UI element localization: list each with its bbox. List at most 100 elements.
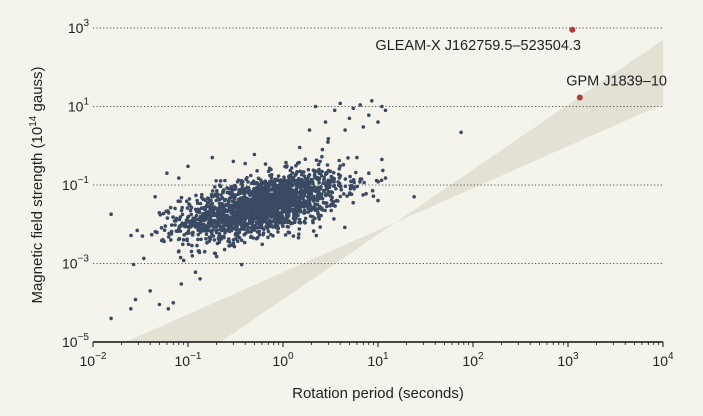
pulsar-point	[354, 170, 358, 175]
pulsar-point	[233, 185, 238, 189]
pulsar-point	[275, 219, 280, 224]
pulsar-point	[337, 158, 342, 163]
pulsar-point	[246, 215, 250, 220]
pulsar-point	[161, 211, 166, 216]
pulsar-point	[231, 238, 236, 242]
pulsar-point	[207, 223, 211, 227]
pulsar-point	[324, 193, 328, 197]
pulsar-point	[313, 175, 317, 180]
pulsar-point	[178, 215, 183, 219]
pulsar-point	[215, 195, 220, 199]
pulsar-point	[379, 178, 384, 183]
y-tick-label-4: 103	[68, 18, 90, 36]
pulsar-point	[276, 174, 281, 178]
pulsar-point	[187, 197, 192, 201]
pulsar-point	[314, 189, 318, 194]
pulsar-outlier-point	[166, 307, 171, 311]
highlight-label-1: GPM J1839–10	[566, 73, 667, 89]
pulsar-point	[236, 212, 240, 216]
pulsar-point	[297, 200, 302, 204]
pulsar-point	[204, 237, 208, 241]
pulsar-point	[247, 187, 251, 191]
pulsar-point	[296, 179, 301, 184]
pulsar-point	[163, 224, 168, 228]
pulsar-point	[294, 207, 299, 212]
pulsar-point	[237, 188, 241, 192]
pulsar-point	[256, 222, 261, 226]
highlight-label-0: GLEAM-X J162759.5–523504.3	[375, 38, 581, 54]
pulsar-point	[311, 197, 316, 202]
pulsar-point	[276, 187, 281, 192]
pulsar-outlier-point	[347, 116, 352, 121]
pulsar-point	[276, 230, 280, 234]
pulsar-point	[184, 199, 189, 204]
pulsar-point	[214, 198, 218, 203]
pulsar-point	[306, 206, 310, 210]
pulsar-point	[225, 215, 229, 220]
pulsar-point	[292, 216, 296, 220]
pulsar-point	[299, 172, 304, 177]
pulsar-outlier-point	[109, 316, 113, 321]
pulsar-point	[142, 256, 146, 261]
pulsar-outlier-point	[343, 128, 347, 132]
pulsar-point	[196, 232, 201, 237]
pulsar-outlier-point	[165, 171, 169, 175]
pulsar-outlier-point	[243, 161, 247, 166]
pulsar-point	[197, 208, 201, 212]
pulsar-point	[206, 210, 210, 215]
pulsar-point	[229, 222, 234, 226]
pulsar-point	[311, 194, 316, 199]
pulsar-point	[302, 170, 306, 174]
pulsar-point	[267, 166, 272, 171]
pulsar-point	[241, 213, 246, 218]
pulsar-outlier-point	[153, 195, 157, 199]
pulsar-point	[204, 232, 209, 237]
pulsar-outlier-point	[193, 270, 198, 275]
pulsar-point	[303, 216, 308, 221]
pulsar-point	[206, 204, 210, 209]
pulsar-outlier-point	[367, 171, 371, 175]
pulsar-point	[296, 176, 301, 181]
pulsar-point	[332, 217, 336, 221]
pulsar-outlier-point	[332, 108, 337, 113]
pulsar-point	[178, 199, 182, 204]
pulsar-point	[252, 214, 256, 218]
pulsar-point	[306, 194, 310, 199]
pulsar-point	[226, 219, 230, 223]
pulsar-outlier-point	[376, 198, 380, 203]
pulsar-point	[239, 238, 244, 243]
pulsar-point	[307, 179, 311, 184]
pulsar-point	[245, 229, 250, 233]
pulsar-point	[246, 210, 251, 215]
pulsar-point	[186, 218, 190, 223]
pulsar-point	[188, 203, 192, 207]
pulsar-point	[168, 205, 173, 210]
pulsar-point	[269, 179, 274, 183]
pulsar-point	[196, 217, 200, 222]
pulsar-point	[236, 234, 240, 238]
pulsar-point	[272, 219, 277, 224]
pulsar-point	[180, 205, 184, 210]
pulsar-point	[322, 178, 326, 182]
pulsar-outlier-point	[186, 164, 190, 169]
pulsar-point	[158, 212, 163, 217]
pulsar-point	[227, 243, 232, 248]
pulsar-point	[212, 218, 217, 223]
pulsar-point	[251, 196, 255, 200]
pulsar-point	[337, 167, 342, 171]
x-axis-label: Rotation period (seconds)	[292, 385, 464, 402]
pulsar-point	[282, 192, 286, 197]
pulsar-point	[289, 187, 293, 192]
pulsar-point	[210, 231, 214, 236]
pulsar-outlier-point	[297, 145, 302, 150]
pulsar-point	[220, 212, 225, 216]
pulsar-outlier-point	[326, 137, 331, 141]
pulsar-point	[259, 178, 263, 182]
pulsar-point	[257, 195, 262, 200]
pulsar-point	[176, 249, 181, 254]
pulsar-point	[236, 178, 241, 182]
pulsar-outlier-point	[214, 254, 219, 259]
pulsar-point	[179, 208, 184, 213]
pulsar-point	[322, 189, 326, 193]
pulsar-point	[269, 209, 273, 214]
